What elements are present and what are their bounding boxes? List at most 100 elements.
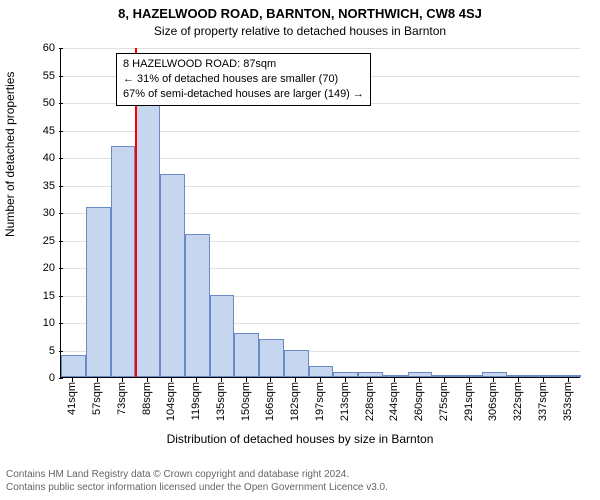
histogram-bar (185, 234, 210, 377)
x-tick-label: 182sqm (289, 382, 301, 421)
histogram-bar (210, 295, 235, 378)
x-tick-mark (345, 378, 346, 382)
x-tick-mark (518, 378, 519, 382)
y-tick-mark (59, 48, 63, 49)
y-tick-mark (59, 158, 63, 159)
annotation-line1: 8 HAZELWOOD ROAD: 87sqm (123, 58, 276, 70)
y-tick-mark (59, 103, 63, 104)
y-tick-mark (59, 378, 63, 379)
x-tick-mark (221, 378, 222, 382)
histogram-bar (234, 333, 259, 377)
y-tick-mark (59, 351, 63, 352)
y-tick-label: 50 (0, 97, 55, 109)
y-tick-label: 40 (0, 152, 55, 164)
histogram-bar (531, 375, 556, 377)
x-tick-mark (320, 378, 321, 382)
y-tick-mark (59, 76, 63, 77)
x-tick-label: 244sqm (388, 382, 400, 421)
x-tick-label: 197sqm (314, 382, 326, 421)
x-tick-mark (122, 378, 123, 382)
y-tick-label: 10 (0, 317, 55, 329)
chart-container: 8, HAZELWOOD ROAD, BARNTON, NORTHWICH, C… (0, 0, 600, 500)
x-tick-label: 41sqm (66, 382, 78, 415)
x-tick-label: 228sqm (364, 382, 376, 421)
x-tick-mark (394, 378, 395, 382)
y-tick-mark (59, 131, 63, 132)
x-tick-label: 306sqm (487, 382, 499, 421)
y-tick-label: 25 (0, 235, 55, 247)
x-tick-label: 88sqm (141, 382, 153, 415)
x-tick-label: 291sqm (463, 382, 475, 421)
x-tick-label: 57sqm (91, 382, 103, 415)
y-tick-label: 30 (0, 207, 55, 219)
x-tick-label: 322sqm (512, 382, 524, 421)
histogram-bar (556, 375, 581, 377)
annotation-line3: 67% of semi-detached houses are larger (… (123, 88, 364, 100)
histogram-bar (408, 372, 433, 378)
histogram-bar (457, 375, 482, 377)
chart-subtitle: Size of property relative to detached ho… (0, 24, 600, 38)
x-tick-mark (370, 378, 371, 382)
y-tick-label: 60 (0, 42, 55, 54)
histogram-bar (482, 372, 507, 378)
histogram-bar (333, 372, 358, 378)
x-tick-label: 73sqm (116, 382, 128, 415)
histogram-bar (358, 372, 383, 378)
y-tick-label: 35 (0, 180, 55, 192)
y-tick-label: 20 (0, 262, 55, 274)
gridline (61, 48, 580, 49)
footer-line2: Contains public sector information licen… (6, 482, 388, 493)
chart-title: 8, HAZELWOOD ROAD, BARNTON, NORTHWICH, C… (0, 6, 600, 21)
x-tick-mark (493, 378, 494, 382)
x-tick-mark (72, 378, 73, 382)
x-tick-mark (147, 378, 148, 382)
y-tick-mark (59, 296, 63, 297)
x-tick-mark (568, 378, 569, 382)
x-tick-mark (469, 378, 470, 382)
y-tick-mark (59, 323, 63, 324)
x-tick-label: 260sqm (413, 382, 425, 421)
x-tick-mark (419, 378, 420, 382)
x-tick-mark (196, 378, 197, 382)
x-axis-label: Distribution of detached houses by size … (0, 432, 600, 446)
histogram-bar (383, 375, 408, 377)
annotation-line2: ← 31% of detached houses are smaller (70… (123, 73, 338, 85)
y-tick-label: 55 (0, 70, 55, 82)
x-tick-label: 135sqm (215, 382, 227, 421)
histogram-bar (507, 375, 532, 377)
annotation-box: 8 HAZELWOOD ROAD: 87sqm ← 31% of detached… (116, 53, 371, 106)
x-tick-label: 213sqm (339, 382, 351, 421)
x-tick-mark (543, 378, 544, 382)
histogram-bar (284, 350, 309, 378)
y-tick-label: 15 (0, 290, 55, 302)
histogram-bar (259, 339, 284, 378)
histogram-bar (160, 174, 185, 378)
x-tick-mark (246, 378, 247, 382)
y-tick-label: 0 (0, 372, 55, 384)
footer-line1: Contains HM Land Registry data © Crown c… (6, 469, 349, 480)
x-tick-label: 275sqm (438, 382, 450, 421)
histogram-bar (111, 146, 136, 377)
histogram-bar (135, 102, 160, 377)
x-tick-mark (171, 378, 172, 382)
x-tick-label: 166sqm (264, 382, 276, 421)
y-tick-mark (59, 268, 63, 269)
x-tick-mark (97, 378, 98, 382)
y-tick-label: 5 (0, 345, 55, 357)
footer-attribution: Contains HM Land Registry data © Crown c… (6, 468, 594, 494)
plot-area: 8 HAZELWOOD ROAD: 87sqm ← 31% of detached… (60, 48, 580, 378)
x-tick-label: 119sqm (190, 382, 202, 420)
histogram-bar (309, 366, 334, 377)
x-tick-label: 104sqm (165, 382, 177, 421)
y-tick-mark (59, 213, 63, 214)
histogram-bar (432, 375, 457, 377)
x-tick-mark (270, 378, 271, 382)
x-tick-label: 150sqm (240, 382, 252, 421)
x-tick-mark (444, 378, 445, 382)
x-tick-label: 337sqm (537, 382, 549, 421)
y-tick-mark (59, 241, 63, 242)
y-tick-mark (59, 186, 63, 187)
y-tick-label: 45 (0, 125, 55, 137)
histogram-bar (61, 355, 86, 377)
x-tick-label: 353sqm (562, 382, 574, 421)
